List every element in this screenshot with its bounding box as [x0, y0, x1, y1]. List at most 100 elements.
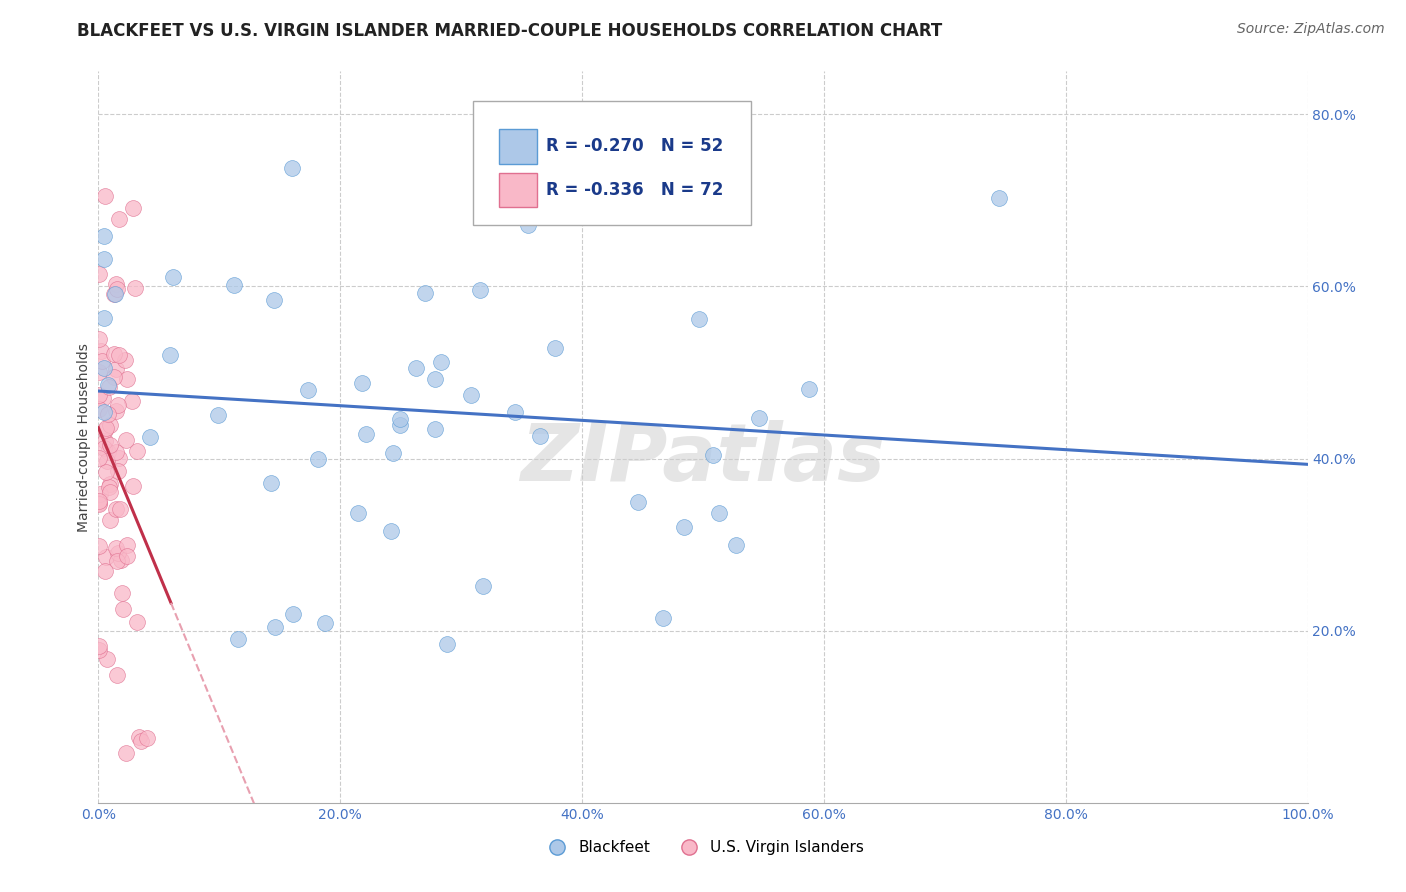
Point — [97, 407, 120, 421]
Point — [87, 643, 110, 657]
Point — [260, 475, 283, 490]
Point — [100, 438, 122, 452]
Point — [90, 353, 112, 368]
Point — [413, 286, 436, 301]
Point — [314, 616, 336, 631]
Point — [389, 418, 412, 433]
FancyBboxPatch shape — [499, 129, 537, 163]
Point — [139, 430, 162, 444]
Point — [224, 277, 246, 292]
Point — [105, 445, 128, 459]
Point — [430, 355, 453, 369]
Point — [207, 408, 229, 422]
Point — [112, 602, 135, 616]
Point — [87, 498, 110, 512]
Point — [93, 405, 115, 419]
Point — [90, 343, 112, 358]
Text: ZIPatlas: ZIPatlas — [520, 420, 886, 498]
FancyBboxPatch shape — [499, 173, 537, 208]
Point — [103, 369, 125, 384]
Point — [307, 452, 329, 467]
Point — [97, 445, 120, 459]
Point — [380, 524, 402, 539]
Point — [516, 218, 538, 232]
Point — [87, 267, 110, 281]
Point — [111, 586, 134, 600]
Point — [108, 212, 131, 227]
Point — [103, 286, 125, 301]
Point — [673, 520, 696, 534]
Point — [281, 161, 304, 175]
Point — [652, 611, 675, 625]
Point — [125, 444, 148, 458]
Point — [627, 495, 650, 509]
Point — [799, 383, 821, 397]
Point — [162, 270, 184, 285]
Point — [688, 312, 710, 326]
Point — [87, 450, 110, 465]
Point — [87, 365, 110, 379]
Text: R = -0.336   N = 72: R = -0.336 N = 72 — [546, 181, 723, 199]
Point — [87, 639, 110, 653]
Point — [136, 731, 159, 745]
Point — [110, 552, 132, 566]
Point — [226, 632, 249, 646]
Point — [96, 466, 118, 480]
Text: R = -0.270   N = 52: R = -0.270 N = 52 — [546, 137, 723, 155]
Point — [93, 252, 115, 266]
Point — [707, 506, 730, 520]
Point — [423, 422, 446, 436]
Point — [94, 423, 117, 437]
Point — [93, 441, 115, 455]
Point — [108, 502, 131, 516]
Point — [107, 398, 129, 412]
Point — [405, 360, 427, 375]
Point — [117, 549, 139, 563]
Point — [87, 387, 110, 401]
Point — [87, 496, 110, 510]
Point — [94, 564, 117, 578]
Point — [104, 541, 127, 555]
Point — [96, 454, 118, 468]
Point — [94, 189, 117, 203]
Point — [107, 348, 129, 362]
Point — [87, 402, 110, 417]
Point — [103, 287, 125, 301]
Point — [297, 383, 319, 397]
Point — [503, 405, 526, 419]
Point — [98, 418, 121, 433]
Point — [519, 142, 541, 156]
Point — [263, 293, 285, 307]
Point — [468, 283, 491, 297]
Point — [103, 347, 125, 361]
Point — [122, 479, 145, 493]
Point — [89, 487, 111, 501]
Point — [87, 539, 110, 553]
Point — [87, 332, 110, 346]
Point — [159, 348, 181, 362]
Y-axis label: Married-couple Households: Married-couple Households — [77, 343, 91, 532]
Point — [94, 549, 117, 564]
Point — [471, 579, 494, 593]
Point — [104, 501, 127, 516]
Point — [725, 538, 748, 552]
Point — [115, 538, 138, 552]
Point — [104, 404, 127, 418]
Point — [283, 607, 305, 621]
Point — [93, 360, 115, 375]
Point — [702, 448, 724, 462]
Point — [129, 734, 152, 748]
Point — [93, 228, 115, 243]
Point — [104, 362, 127, 376]
Point — [263, 620, 285, 634]
Point — [98, 476, 121, 491]
Point — [127, 615, 149, 629]
Point — [97, 380, 120, 394]
Point — [987, 191, 1010, 205]
Point — [460, 388, 482, 402]
Point — [108, 451, 131, 466]
Point — [388, 412, 411, 426]
Point — [425, 372, 447, 386]
Point — [98, 513, 121, 527]
Point — [346, 506, 368, 520]
